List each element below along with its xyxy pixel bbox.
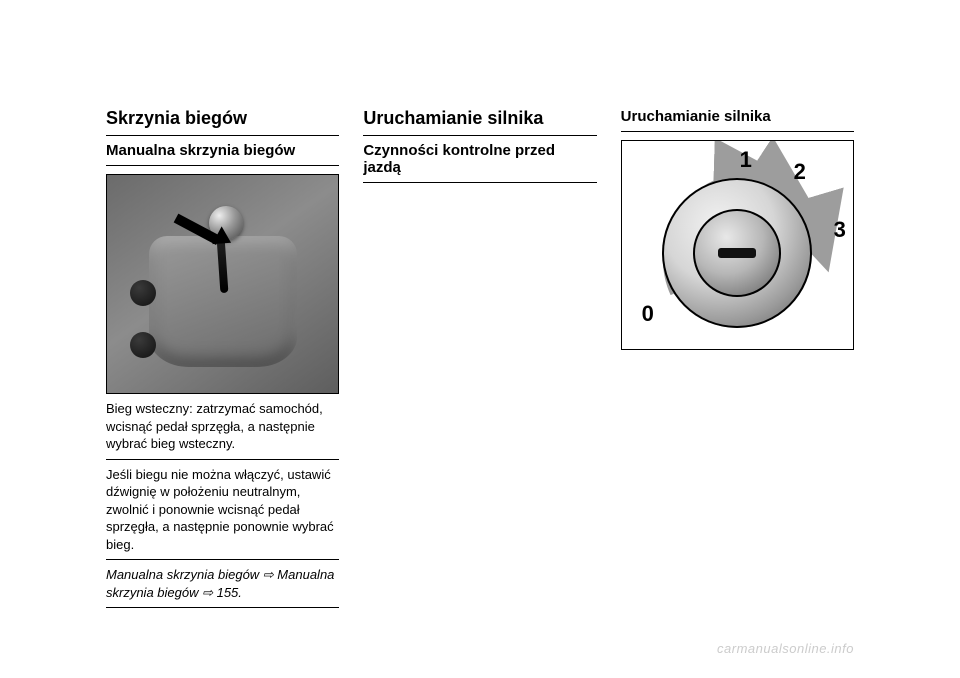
column-1: Skrzynia biegów Manualna skrzynia biegów [106, 108, 339, 608]
col1-italic-ref: Manualna skrzynia biegów ⇨ Manualna skrz… [106, 560, 339, 608]
ignition-scene: 0 1 2 3 [622, 141, 853, 349]
watermark-text: carmanualsonline.info [717, 641, 854, 656]
col1-title-rule [106, 135, 339, 136]
ignition-label-2: 2 [794, 159, 806, 185]
col2-title-rule [363, 135, 596, 136]
ignition-label-1: 1 [740, 147, 752, 173]
col1-sub-title: Manualna skrzynia biegów [106, 142, 339, 159]
col3-section-title: Uruchamianie silnika [621, 108, 854, 125]
col3-sub-rule [621, 131, 854, 132]
cupholder-icon [130, 332, 156, 358]
direction-arrow-icon [176, 201, 236, 241]
col2-sub-title: Czynności kontrolne przed jazdą [363, 142, 596, 176]
col2-section-title: Uruchamianie silnika [363, 108, 596, 129]
columns-wrapper: Skrzynia biegów Manualna skrzynia biegów [0, 0, 960, 648]
manual-page: Skrzynia biegów Manualna skrzynia biegów [0, 0, 960, 678]
col1-sub-rule [106, 165, 339, 166]
ignition-label-0: 0 [642, 301, 654, 327]
column-3: Uruchamianie silnika [621, 108, 854, 608]
ignition-label-3: 3 [834, 217, 846, 243]
column-2: Uruchamianie silnika Czynności kontrolne… [363, 108, 596, 608]
col1-section-title: Skrzynia biegów [106, 108, 339, 129]
cupholder-icon [130, 280, 156, 306]
ignition-switch-illustration: 0 1 2 3 [621, 140, 854, 350]
gear-shift-illustration [106, 174, 339, 394]
ignition-key-slot-icon [718, 248, 756, 258]
col2-sub-rule [363, 182, 596, 183]
col1-caption-2: Jeśli biegu nie można włączyć, ustawić d… [106, 460, 339, 561]
gear-scene-bg [107, 175, 338, 393]
col1-caption-1: Bieg wsteczny: zatrzymać samochód, wcisn… [106, 394, 339, 460]
